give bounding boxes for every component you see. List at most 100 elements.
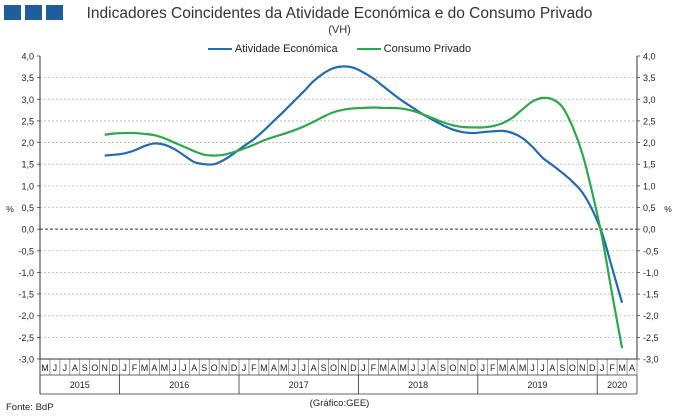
legend-label-consumo: Consumo Privado [383, 43, 472, 55]
x-tick-label: A [311, 363, 317, 373]
legend-item-atividade: Atividade Económica [207, 43, 338, 55]
x-tick-label: J [63, 363, 68, 373]
y-axis-label-left: % [6, 204, 14, 214]
y-tick-label-right: 1,0 [643, 181, 656, 191]
x-tick-label: O [449, 363, 456, 373]
x-tick-label: D [111, 363, 118, 373]
y-tick-label-left: 0,5 [21, 203, 34, 213]
y-tick-label-left: 3,0 [21, 95, 34, 105]
year-label: 2018 [408, 380, 428, 390]
legend-swatch-consumo [356, 48, 381, 50]
y-tick-label-right: 3,5 [643, 73, 656, 83]
y-tick-label-left: 0,0 [21, 225, 34, 235]
x-tick-label: A [430, 363, 436, 373]
x-tick-label: O [569, 363, 576, 373]
x-tick-label: F [132, 363, 138, 373]
y-tick-label-left: 2,5 [21, 116, 34, 126]
legend-item-consumo: Consumo Privado [356, 43, 472, 55]
x-tick-label: D [589, 363, 596, 373]
y-tick-label-right: -1,5 [643, 290, 659, 300]
y-tick-label-left: 4,0 [21, 52, 34, 62]
x-tick-label: A [191, 363, 197, 373]
x-tick-label: N [460, 363, 467, 373]
x-tick-label: A [510, 363, 516, 373]
x-tick-label: F [251, 363, 257, 373]
x-tick-label: D [231, 363, 238, 373]
y-tick-label-right: 0,0 [643, 225, 656, 235]
x-tick-label: N [340, 363, 347, 373]
x-tick-label: J [361, 363, 366, 373]
x-tick-label: A [151, 363, 157, 373]
x-tick-label: J [421, 363, 426, 373]
x-tick-label: J [172, 363, 177, 373]
x-tick-label: J [600, 363, 605, 373]
chart-subtitle: (VH) [328, 24, 351, 36]
year-label: 2016 [169, 380, 189, 390]
series-line-atividade-economica [104, 65, 624, 304]
y-tick-label-left: -3,0 [18, 355, 34, 365]
chart-legend: Atividade Económica Consumo Privado [0, 41, 679, 55]
x-tick-label: J [411, 363, 416, 373]
x-tick-label: M [499, 363, 507, 373]
year-label: 2020 [607, 380, 627, 390]
x-tick-label: M [141, 363, 149, 373]
x-tick-label: O [330, 363, 337, 373]
y-tick-label-left: 2,0 [21, 138, 34, 148]
legend-label-atividade: Atividade Económica [234, 43, 338, 55]
y-tick-label-left: -1,0 [18, 268, 34, 278]
legend-swatch-atividade [207, 48, 232, 50]
x-tick-label: S [321, 363, 327, 373]
y-tick-label-left: -2,0 [18, 311, 34, 321]
x-tick-label: N [221, 363, 228, 373]
x-tick-label: J [53, 363, 58, 373]
x-tick-label: J [301, 363, 306, 373]
y-tick-label-left: 1,0 [21, 181, 34, 191]
y-tick-label-right: 2,0 [643, 138, 656, 148]
x-tick-label: S [201, 363, 207, 373]
y-tick-label-right: 2,5 [643, 116, 656, 126]
x-tick-label: A [549, 363, 555, 373]
x-tick-label: M [260, 363, 268, 373]
x-tick-label: F [609, 363, 615, 373]
x-tick-label: M [399, 363, 407, 373]
x-tick-label: J [540, 363, 545, 373]
x-tick-label: S [82, 363, 88, 373]
x-tick-label: A [72, 363, 78, 373]
x-tick-label: J [530, 363, 535, 373]
x-tick-label: M [618, 363, 626, 373]
x-tick-label: F [490, 363, 496, 373]
x-tick-label: J [182, 363, 187, 373]
x-tick-label: M [380, 363, 388, 373]
x-tick-label: A [629, 363, 635, 373]
x-tick-label: D [350, 363, 357, 373]
y-tick-label-right: -0,5 [643, 246, 659, 256]
y-axis-label-right: % [664, 204, 672, 214]
y-tick-label-right: 3,0 [643, 95, 656, 105]
source-note: Fonte: BdP [6, 402, 54, 413]
y-tick-label-right: 1,5 [643, 160, 656, 170]
year-label: 2017 [289, 380, 309, 390]
chart-title: Indicadores Coincidentes da Atividade Ec… [86, 5, 593, 22]
year-label: 2019 [527, 380, 547, 390]
y-tick-label-left: 1,5 [21, 160, 34, 170]
x-tick-label: O [211, 363, 218, 373]
x-tick-label: M [280, 363, 288, 373]
x-tick-label: M [41, 363, 49, 373]
y-tick-label-left: -0,5 [18, 246, 34, 256]
x-tick-label: M [519, 363, 527, 373]
y-tick-label-left: -2,5 [18, 333, 34, 343]
chart-credit: (Gráfico:GEE) [309, 398, 370, 409]
x-tick-label: S [440, 363, 446, 373]
y-tick-label-right: -2,5 [643, 333, 659, 343]
y-tick-label-right: -2,0 [643, 311, 659, 321]
x-tick-label: J [122, 363, 127, 373]
x-tick-label: J [242, 363, 247, 373]
x-tick-label: O [91, 363, 98, 373]
x-tick-label: A [390, 363, 396, 373]
x-tick-label: N [101, 363, 108, 373]
x-tick-label: J [481, 363, 486, 373]
series-line-consumo-privado [104, 96, 624, 349]
year-label: 2015 [70, 380, 90, 390]
x-tick-label: S [559, 363, 565, 373]
